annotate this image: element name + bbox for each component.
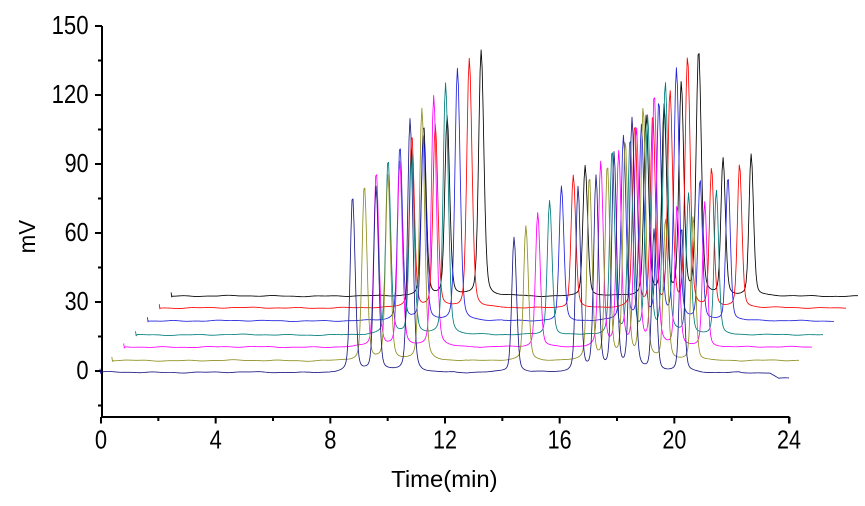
svg-text:150: 150 [52, 12, 89, 40]
svg-text:90: 90 [65, 150, 89, 178]
svg-text:20: 20 [662, 427, 686, 455]
svg-text:Time(min): Time(min) [391, 466, 498, 492]
svg-text:120: 120 [52, 81, 89, 109]
svg-text:8: 8 [324, 427, 336, 455]
svg-text:0: 0 [95, 427, 107, 455]
svg-text:4: 4 [210, 427, 222, 455]
svg-text:60: 60 [65, 219, 89, 247]
svg-text:12: 12 [433, 427, 457, 455]
svg-text:16: 16 [548, 427, 572, 455]
svg-text:24: 24 [777, 427, 801, 455]
svg-text:0: 0 [76, 357, 88, 385]
svg-text:30: 30 [65, 288, 89, 316]
svg-text:mV: mV [14, 219, 40, 253]
